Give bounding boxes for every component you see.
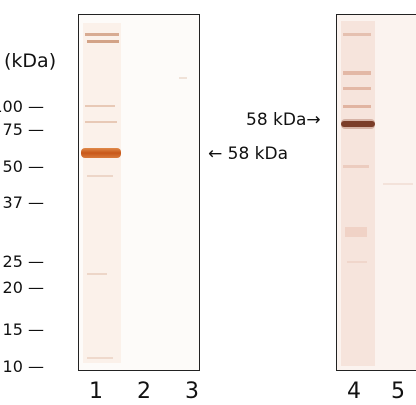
lane4-band-d — [343, 105, 371, 108]
lane1-faint-band-45 — [87, 175, 113, 177]
marker-label-20: 20 — — [2, 278, 44, 297]
lane-number-4: 4 — [347, 379, 361, 404]
blot-left-image — [81, 23, 187, 363]
marker-label-10: 10 — — [2, 357, 44, 376]
lane4-band-c — [343, 87, 371, 90]
lane5-faint — [383, 183, 413, 185]
marker-label-25: 25 — — [2, 252, 44, 271]
marker-label-50: 50 — — [2, 157, 44, 176]
unit-label-kda: (kDa) — [4, 50, 57, 72]
marker-label-37: 37 — — [2, 193, 44, 212]
lane1-top-band-b — [87, 40, 119, 43]
band-annotation-right: 58 kDa→ — [246, 110, 321, 130]
lane4-halo — [341, 119, 375, 129]
marker-label-75: 75 — — [2, 120, 44, 139]
marker-label-15: 15 — — [2, 320, 44, 339]
band-annotation-left: ← 58 kDa — [208, 144, 289, 164]
lane3-speck — [179, 77, 187, 79]
lane1-top-band-a — [85, 33, 119, 36]
blot-panel-left — [78, 14, 200, 371]
lane4-main-band-58 — [341, 121, 375, 127]
lane4-band-b — [343, 71, 371, 75]
lane4-band-f — [345, 227, 367, 237]
blot-panel-right — [336, 14, 416, 371]
lane1-smear — [83, 23, 121, 363]
lane4-band-a — [343, 33, 371, 36]
lane4-smear — [341, 21, 375, 366]
lane-number-5: 5 — [391, 379, 405, 404]
lane1-faint-band-75 — [85, 121, 117, 123]
lane1-faint-band-100 — [85, 105, 115, 107]
lane1-main-band-58 — [81, 148, 121, 158]
marker-label-100: 100 — — [0, 97, 44, 116]
blot-right-image — [341, 21, 413, 366]
lane-number-3: 3 — [185, 379, 199, 404]
lane4-band-e — [343, 165, 369, 168]
lane4-band-g — [347, 261, 367, 263]
lane-number-1: 1 — [89, 379, 103, 404]
lane1-faint-band-10 — [87, 357, 113, 359]
lane1-faint-band-20 — [87, 273, 107, 275]
lane-number-2: 2 — [137, 379, 151, 404]
